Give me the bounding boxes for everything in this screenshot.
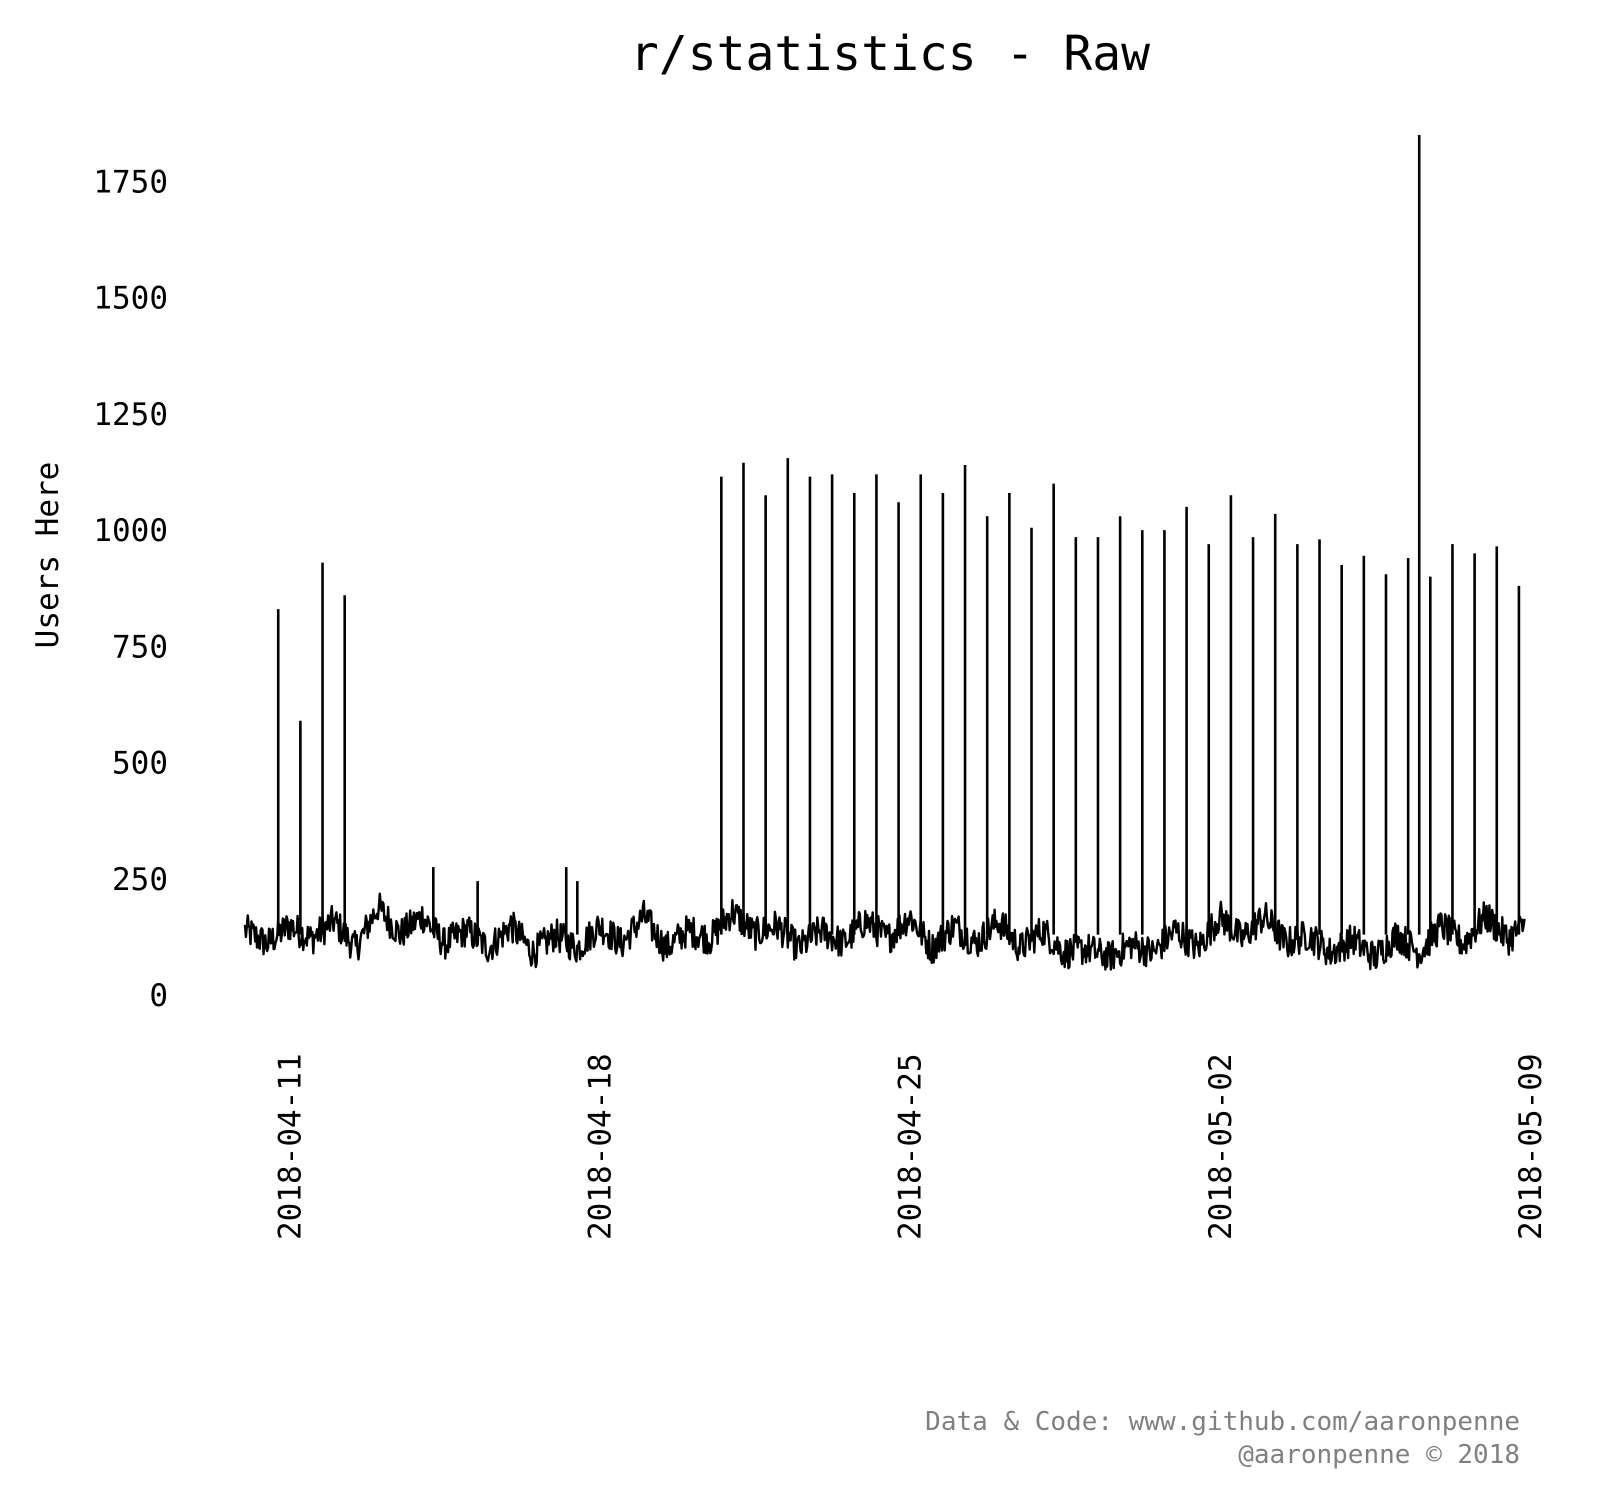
y-tick-label: 1500 — [93, 281, 168, 317]
x-tick-label: 2018-05-09 — [1513, 1053, 1549, 1240]
y-axis-ticks: 0 250 500 750 1000 1250 1500 1750 — [93, 164, 168, 1014]
y-tick-label: 250 — [112, 862, 168, 898]
credit-line-1: Data & Code: www.github.com/aaronpenne — [925, 1407, 1520, 1437]
x-axis-ticks: 2018-04-11 2018-04-18 2018-04-25 2018-05-02… — [272, 1053, 1549, 1240]
y-tick-label: 1000 — [93, 513, 168, 549]
chart-title: r/statistics - Raw — [630, 26, 1150, 82]
plot-area — [243, 135, 1526, 971]
x-tick-label: 2018-04-18 — [582, 1053, 618, 1240]
y-tick-label: 750 — [112, 629, 168, 665]
x-tick-label: 2018-04-25 — [893, 1053, 929, 1240]
y-tick-label: 1750 — [93, 164, 168, 200]
series-line — [243, 892, 1526, 971]
y-tick-label: 1250 — [93, 397, 168, 433]
x-tick-label: 2018-04-11 — [272, 1053, 308, 1240]
y-tick-label: 500 — [112, 746, 168, 782]
y-axis-label: Users Here — [30, 462, 66, 649]
y-tick-label: 0 — [149, 978, 168, 1014]
credit-line-2: @aaronpenne © 2018 — [1238, 1440, 1520, 1470]
x-tick-label: 2018-05-02 — [1203, 1053, 1239, 1240]
